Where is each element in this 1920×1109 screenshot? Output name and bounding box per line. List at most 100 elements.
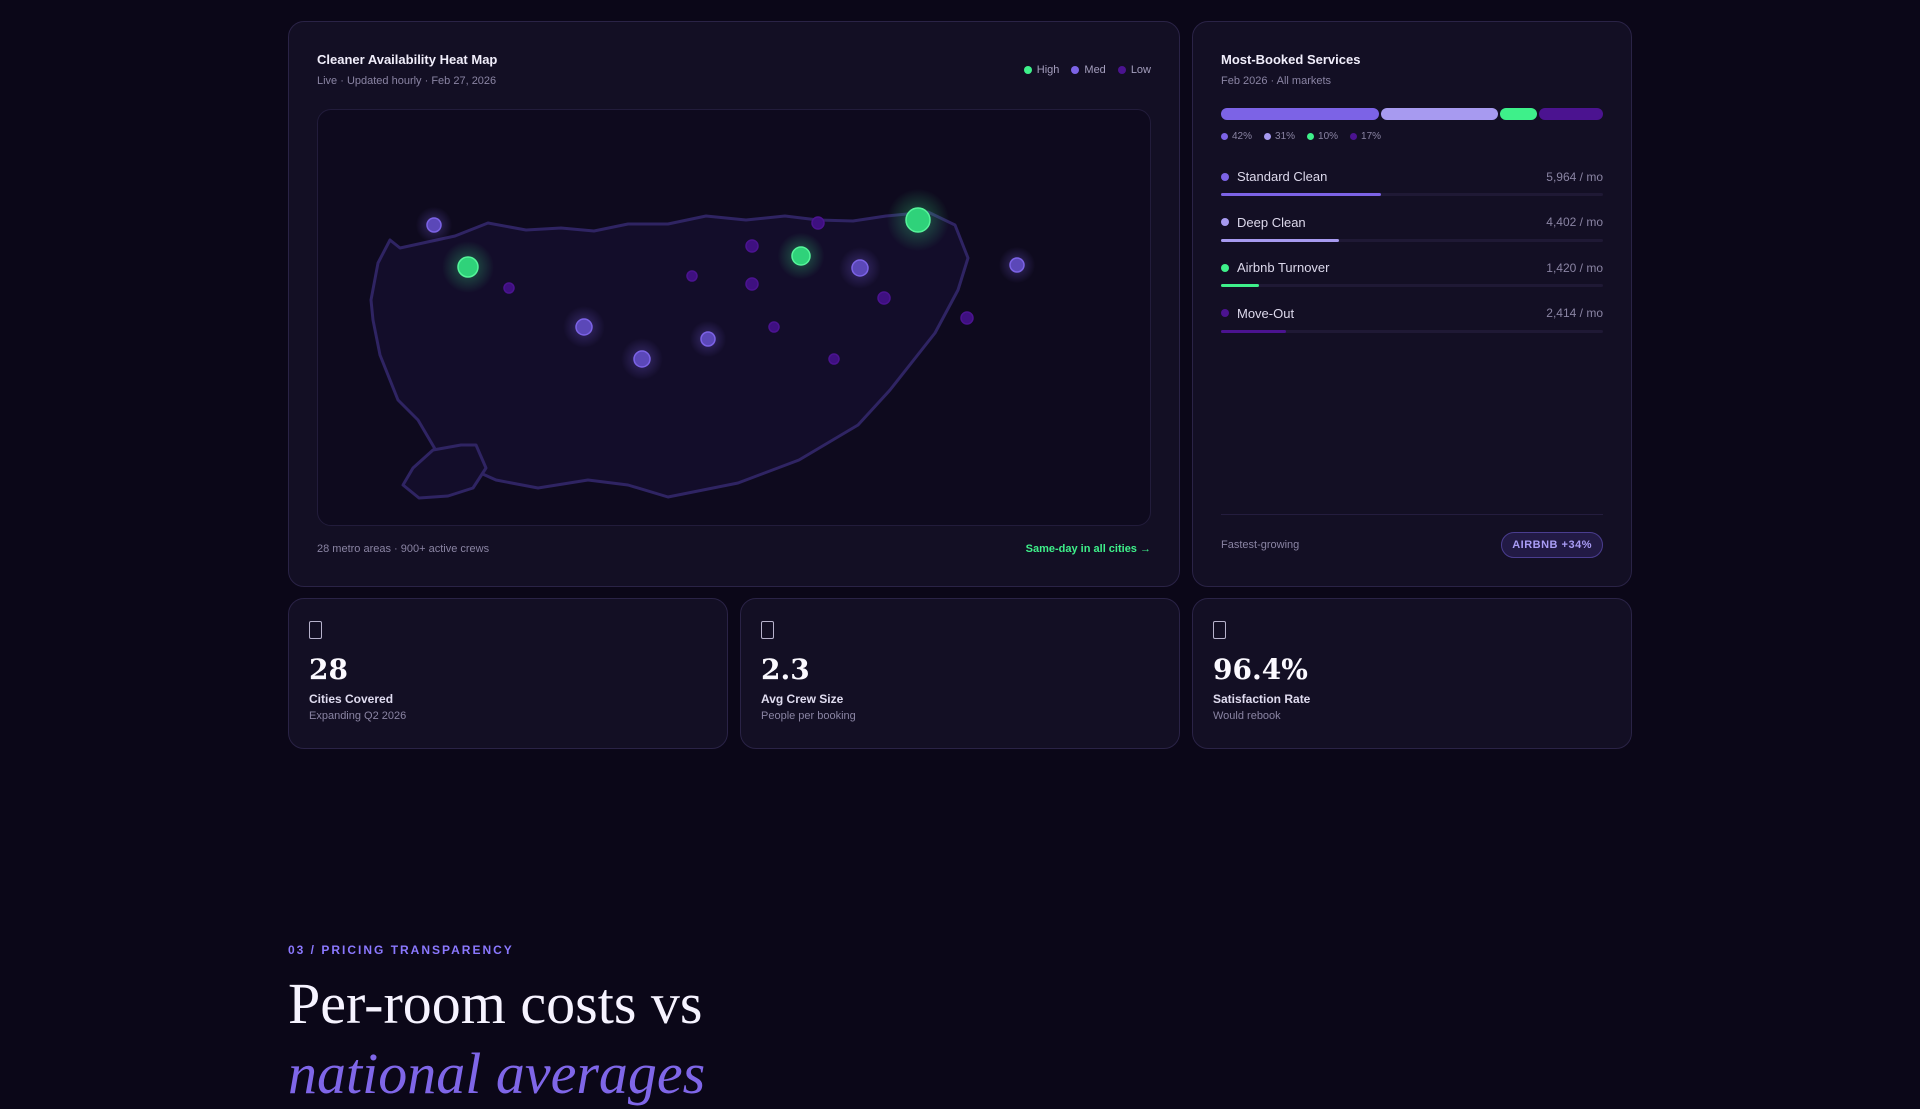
pct-item-standard: 42%: [1221, 131, 1252, 142]
service-row-standard-clean[interactable]: Standard Clean 5,964 / mo: [1221, 169, 1603, 215]
city-dot-med[interactable]: [426, 217, 442, 233]
us-map[interactable]: [317, 109, 1151, 526]
stat-card-crew-size: 2.3 Avg Crew Size People per booking: [740, 598, 1180, 749]
people-icon: [761, 621, 774, 639]
stat-value: 2.3: [761, 653, 810, 686]
services-footer: Fastest-growing AIRBNB +34%: [1221, 514, 1603, 558]
legend-item-low: Low: [1117, 64, 1151, 76]
pct-dot: [1350, 133, 1358, 140]
stat-label: Avg Crew Size: [761, 692, 844, 706]
pct-dot: [1264, 133, 1272, 140]
service-name: Airbnb Turnover: [1237, 260, 1330, 275]
city-dot-med[interactable]: [1009, 257, 1025, 273]
legend-label-low: Low: [1130, 64, 1151, 76]
us-outline: [369, 210, 970, 499]
us-map-svg: [369, 188, 1036, 500]
service-progress-track: [1221, 284, 1603, 287]
florida-outline: [401, 443, 488, 500]
service-progress-track: [1221, 193, 1603, 196]
section-headline: Per-room costs vs national averages: [288, 969, 705, 1109]
heatmap-card: Cleaner Availability Heat Map Live · Upd…: [288, 21, 1180, 587]
city-dot-low[interactable]: [503, 282, 515, 294]
city-dot-med[interactable]: [575, 318, 593, 336]
stat-label: Satisfaction Rate: [1213, 692, 1311, 706]
city-dot-low[interactable]: [828, 353, 840, 365]
service-dot: [1221, 309, 1229, 317]
pct-item-airbnb: 10%: [1307, 131, 1338, 142]
service-value: 1,420 / mo: [1546, 260, 1603, 275]
stat-sub: Expanding Q2 2026: [309, 710, 407, 722]
service-row-move-out[interactable]: Move-Out 2,414 / mo: [1221, 306, 1603, 352]
service-name: Deep Clean: [1237, 214, 1306, 230]
services-title: Most-Booked Services: [1221, 52, 1361, 67]
heatmap-footer-stats: 28 metro areas · 900+ active crews: [317, 543, 490, 555]
legend-dot-low: [1117, 66, 1126, 74]
same-day-link[interactable]: Same-day in all cities →: [1025, 543, 1151, 555]
legend-item-med: Med: [1071, 64, 1106, 76]
service-dot: [1221, 172, 1229, 181]
fastest-growing-badge[interactable]: AIRBNB +34%: [1501, 532, 1603, 558]
stat-label: Cities Covered: [309, 692, 394, 706]
service-row-airbnb-turnover[interactable]: Airbnb Turnover 1,420 / mo: [1221, 260, 1603, 306]
pct-dot: [1307, 133, 1315, 140]
service-dot: [1221, 263, 1229, 272]
stat-value: 28: [309, 653, 348, 686]
stack-segment-deep: [1380, 108, 1498, 120]
service-progress-fill: [1221, 284, 1260, 287]
heatmap-footer: 28 metro areas · 900+ active crews Same-…: [317, 543, 1151, 555]
stack-segment-standard: [1221, 108, 1379, 120]
legend-dot-high: [1023, 66, 1032, 74]
heatmap-subtitle: Live · Updated hourly · Feb 27, 2026: [317, 75, 497, 87]
stat-card-satisfaction: 96.4% Satisfaction Rate Would rebook: [1192, 598, 1632, 749]
city-dot-low[interactable]: [745, 239, 759, 253]
services-stacked-bar: [1221, 108, 1604, 120]
city-dot-low[interactable]: [686, 270, 698, 282]
building-icon: [309, 621, 322, 639]
service-progress-fill: [1221, 193, 1382, 196]
fastest-growing-label: Fastest-growing: [1221, 539, 1300, 551]
city-dot-low[interactable]: [811, 216, 825, 230]
star-icon: [1213, 621, 1226, 639]
city-dot-low[interactable]: [768, 321, 780, 333]
pct-item-moveout: 17%: [1350, 131, 1381, 142]
service-name: Move-Out: [1237, 305, 1295, 321]
city-dot-med[interactable]: [700, 331, 716, 347]
city-dot-low[interactable]: [745, 277, 759, 291]
city-dot-high[interactable]: [791, 246, 811, 266]
headline-line-1: Per-room costs vs: [288, 971, 703, 1036]
service-progress-track: [1221, 238, 1603, 242]
service-row-deep-clean[interactable]: Deep Clean 4,402 / mo: [1221, 215, 1603, 261]
service-progress-fill: [1221, 238, 1340, 242]
stack-segment-moveout: [1539, 108, 1604, 120]
services-card: Most-Booked Services Feb 2026 · All mark…: [1192, 21, 1632, 587]
services-percentages: 42% 31% 10% 17%: [1221, 131, 1381, 142]
stat-sub: People per booking: [761, 710, 856, 722]
pct-label: 31%: [1275, 131, 1296, 142]
stat-sub: Would rebook: [1213, 710, 1281, 722]
pct-label: 17%: [1361, 131, 1382, 142]
stack-segment-airbnb: [1499, 108, 1538, 120]
headline-line-2: national averages: [288, 1041, 706, 1106]
service-dot: [1221, 218, 1229, 226]
city-dot-med[interactable]: [633, 350, 651, 368]
service-progress-fill: [1221, 329, 1286, 333]
city-dot-high[interactable]: [457, 256, 479, 278]
stat-card-cities: 28 Cities Covered Expanding Q2 2026: [288, 598, 728, 749]
service-value: 4,402 / mo: [1546, 215, 1603, 229]
city-dot-med[interactable]: [851, 259, 869, 277]
city-dot-high[interactable]: [905, 207, 931, 233]
legend-dot-med: [1071, 66, 1080, 74]
service-name: Standard Clean: [1237, 169, 1328, 184]
pct-item-deep: 31%: [1264, 131, 1295, 142]
service-value: 2,414 / mo: [1546, 306, 1603, 320]
service-progress-track: [1221, 329, 1603, 333]
city-dot-low[interactable]: [877, 291, 891, 305]
services-subtitle: Feb 2026 · All markets: [1221, 75, 1332, 87]
service-value: 5,964 / mo: [1546, 169, 1603, 184]
city-dot-low[interactable]: [960, 311, 974, 325]
legend-label-high: High: [1036, 64, 1060, 76]
section-eyebrow: 03 / PRICING TRANSPARENCY: [288, 943, 514, 957]
heatmap-title: Cleaner Availability Heat Map: [317, 52, 498, 67]
availability-dots: [415, 188, 1036, 380]
services-list: Standard Clean 5,964 / mo Deep Clean 4,4…: [1221, 169, 1603, 351]
